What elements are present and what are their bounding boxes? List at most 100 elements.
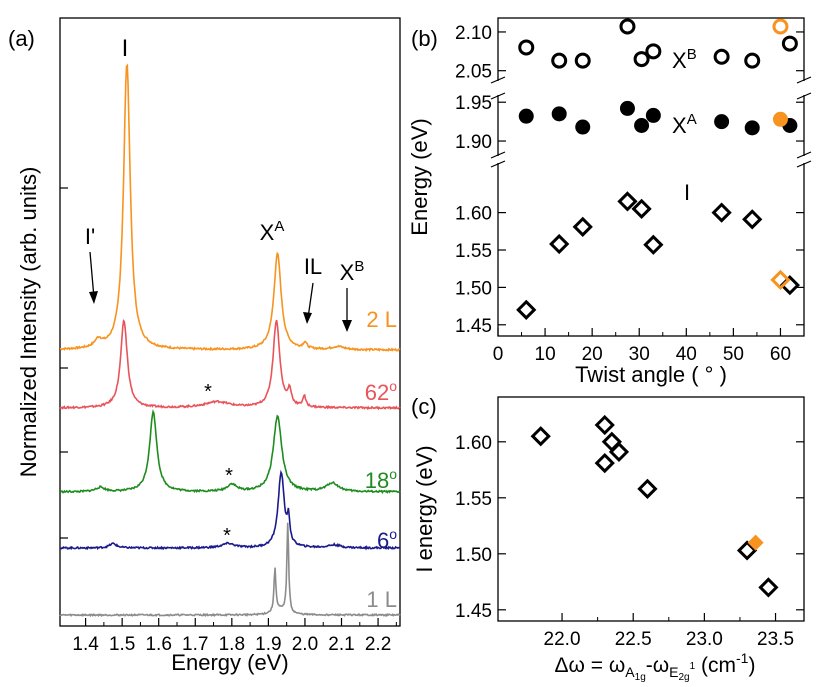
b-point-XB-6 [713,48,730,65]
spectrum-1L [59,522,401,618]
c-point-4 [608,441,630,463]
c-y-tick-label-3: 1.45 [455,601,492,622]
panel-c-xlabel-sub1: A [625,664,635,680]
b-x-tick-label-5: 50 [723,344,744,365]
arrow-I-prime [89,251,95,299]
peak-label-IL: IL [304,254,322,279]
b-point-I-highlight [770,269,791,291]
star-62: * [204,381,212,403]
curve-label-18-num: 18 [365,468,389,493]
panel-c-y-axis-label: I energy (eV) [412,445,437,572]
axis-break-mark-b-0-1 [796,92,812,100]
series-label-XA-base: X [672,113,687,138]
c-point-2 [594,452,615,474]
b-point-XA-1 [551,106,567,122]
c-y-tick-label-0: 1.60 [455,433,492,454]
panel-a-frame [59,17,401,627]
b-x-tick-label-0: 0 [493,344,504,365]
b-point-XA-highlight [772,111,788,127]
b-point-XB-5 [645,43,662,60]
b-point-I-0 [516,299,537,320]
curve-label-62-num: 62 [365,380,389,405]
panel-b: (b) 0 10 20 30 40 50 60 2.10 2.05 1.95 1.90 1.60 1.5… [407,17,812,387]
panel-c-ticks: 22.0 22.5 23.0 23.5 1.60 1.55 1.50 1.45 [455,433,804,650]
panel-c-xlabel-tail: (cm [695,654,736,677]
peak-label-I: I [122,35,129,62]
arrowhead-IL [303,312,312,324]
panel-c-label: (c) [411,394,437,419]
b-y-tick-label-upper-1: 2.05 [455,62,492,83]
c-x-tick-label-0: 22.0 [544,629,581,650]
panel-a: (a) 1.4 1.5 1.6 1.7 1.8 1.9 2.0 2.1 2.2 Energy (… [8,17,401,675]
b-point-I-1 [549,233,570,255]
panel-a-x-axis-label: Energy (eV) [171,650,288,675]
b-point-XB-7 [744,52,761,69]
b-x-tick-label-4: 40 [676,344,697,365]
c-point-5 [637,478,658,499]
curve-label-6-num: 6 [377,528,389,553]
peak-label-XB-sup: B [354,258,364,275]
b-y-tick-label-lower-0: 1.60 [455,204,492,225]
panel-c-xlabel-sub2: E [669,664,678,680]
c-point-0 [530,426,551,447]
curve-label-6: 6o [377,526,397,553]
panel-c-xlabel-exp: -1 [736,650,749,666]
b-point-XA-2 [575,119,591,135]
arrow-IL [307,282,314,319]
c-point-highlight [747,534,764,551]
panel-b-frame [497,17,805,337]
axis-break-mark-a-0-1 [796,76,812,84]
x-tick-label-4: 1.8 [219,634,245,655]
series-label-XB: XB [672,46,697,73]
panel-c-xlabel-mid: -ω [646,654,669,677]
axis-break-gap-1-0 [495,156,501,163]
panel-b-ticks: 0 10 20 30 40 50 60 2.10 2.05 1.95 1.90 1.60 1.55 1.5… [455,23,804,365]
panel-b-x-axis-label: Twist angle ( ° ) [575,362,727,387]
arrowhead-XB [342,320,352,332]
axis-break-gap-0-0 [495,81,501,95]
panel-b-axis-breaks [490,76,812,168]
axis-break-gap-1-1 [801,156,807,163]
panel-a-spectra [59,63,401,618]
x-tick-label-0: 1.4 [72,634,99,655]
b-point-XA-3 [619,100,635,116]
b-point-XB-1 [551,52,568,69]
b-point-XB-3 [619,18,636,35]
c-point-6 [736,540,758,561]
c-point-7 [758,577,779,598]
panel-c: (c) 22.0 22.5 23.0 23.5 1.60 1.55 1.50 1.45 Δω … [411,394,805,683]
axis-break-mark-b-0-0 [490,92,506,100]
arrowhead-I-prime [89,291,98,304]
b-point-I-4 [631,198,652,219]
axis-break-mark-b-1-0 [490,160,506,168]
c-y-tick-label-2: 1.50 [455,545,492,566]
spectrum-2L [59,63,401,353]
b-point-I-3 [617,191,638,212]
panel-a-label: (a) [8,26,35,51]
b-point-I-7 [742,209,763,230]
x-tick-label-5: 1.9 [255,634,281,655]
b-point-I-6 [711,202,732,223]
panel-a-x-ticks: 1.4 1.5 1.6 1.7 1.8 1.9 2.0 2.1 2.2 [72,618,397,655]
x-tick-label-3: 1.7 [182,634,208,655]
axis-break-mark-a-1-1 [796,151,812,159]
b-y-tick-label-lower-2: 1.50 [455,278,492,299]
series-label-XB-sup: B [687,46,697,63]
x-tick-label-7: 2.1 [328,634,354,655]
b-point-XA-6 [714,114,730,130]
panel-c-points [530,414,779,598]
axis-break-mark-a-1-0 [490,151,506,159]
axis-break-mark-a-0-0 [490,76,506,84]
curve-label-18-deg: o [389,466,397,482]
b-point-I-5 [643,234,664,255]
b-point-XB-4 [633,51,650,68]
curve-label-1L: 1 L [366,587,397,612]
b-y-tick-label-middle-0: 1.95 [455,93,492,114]
b-point-XA-0 [518,108,534,124]
b-point-I-2 [572,216,593,237]
peak-label-XA: XA [260,218,285,245]
panel-b-y-axis-label: Energy (eV) [407,118,432,235]
series-label-I: I [684,180,690,205]
series-label-XA: XA [672,111,697,138]
